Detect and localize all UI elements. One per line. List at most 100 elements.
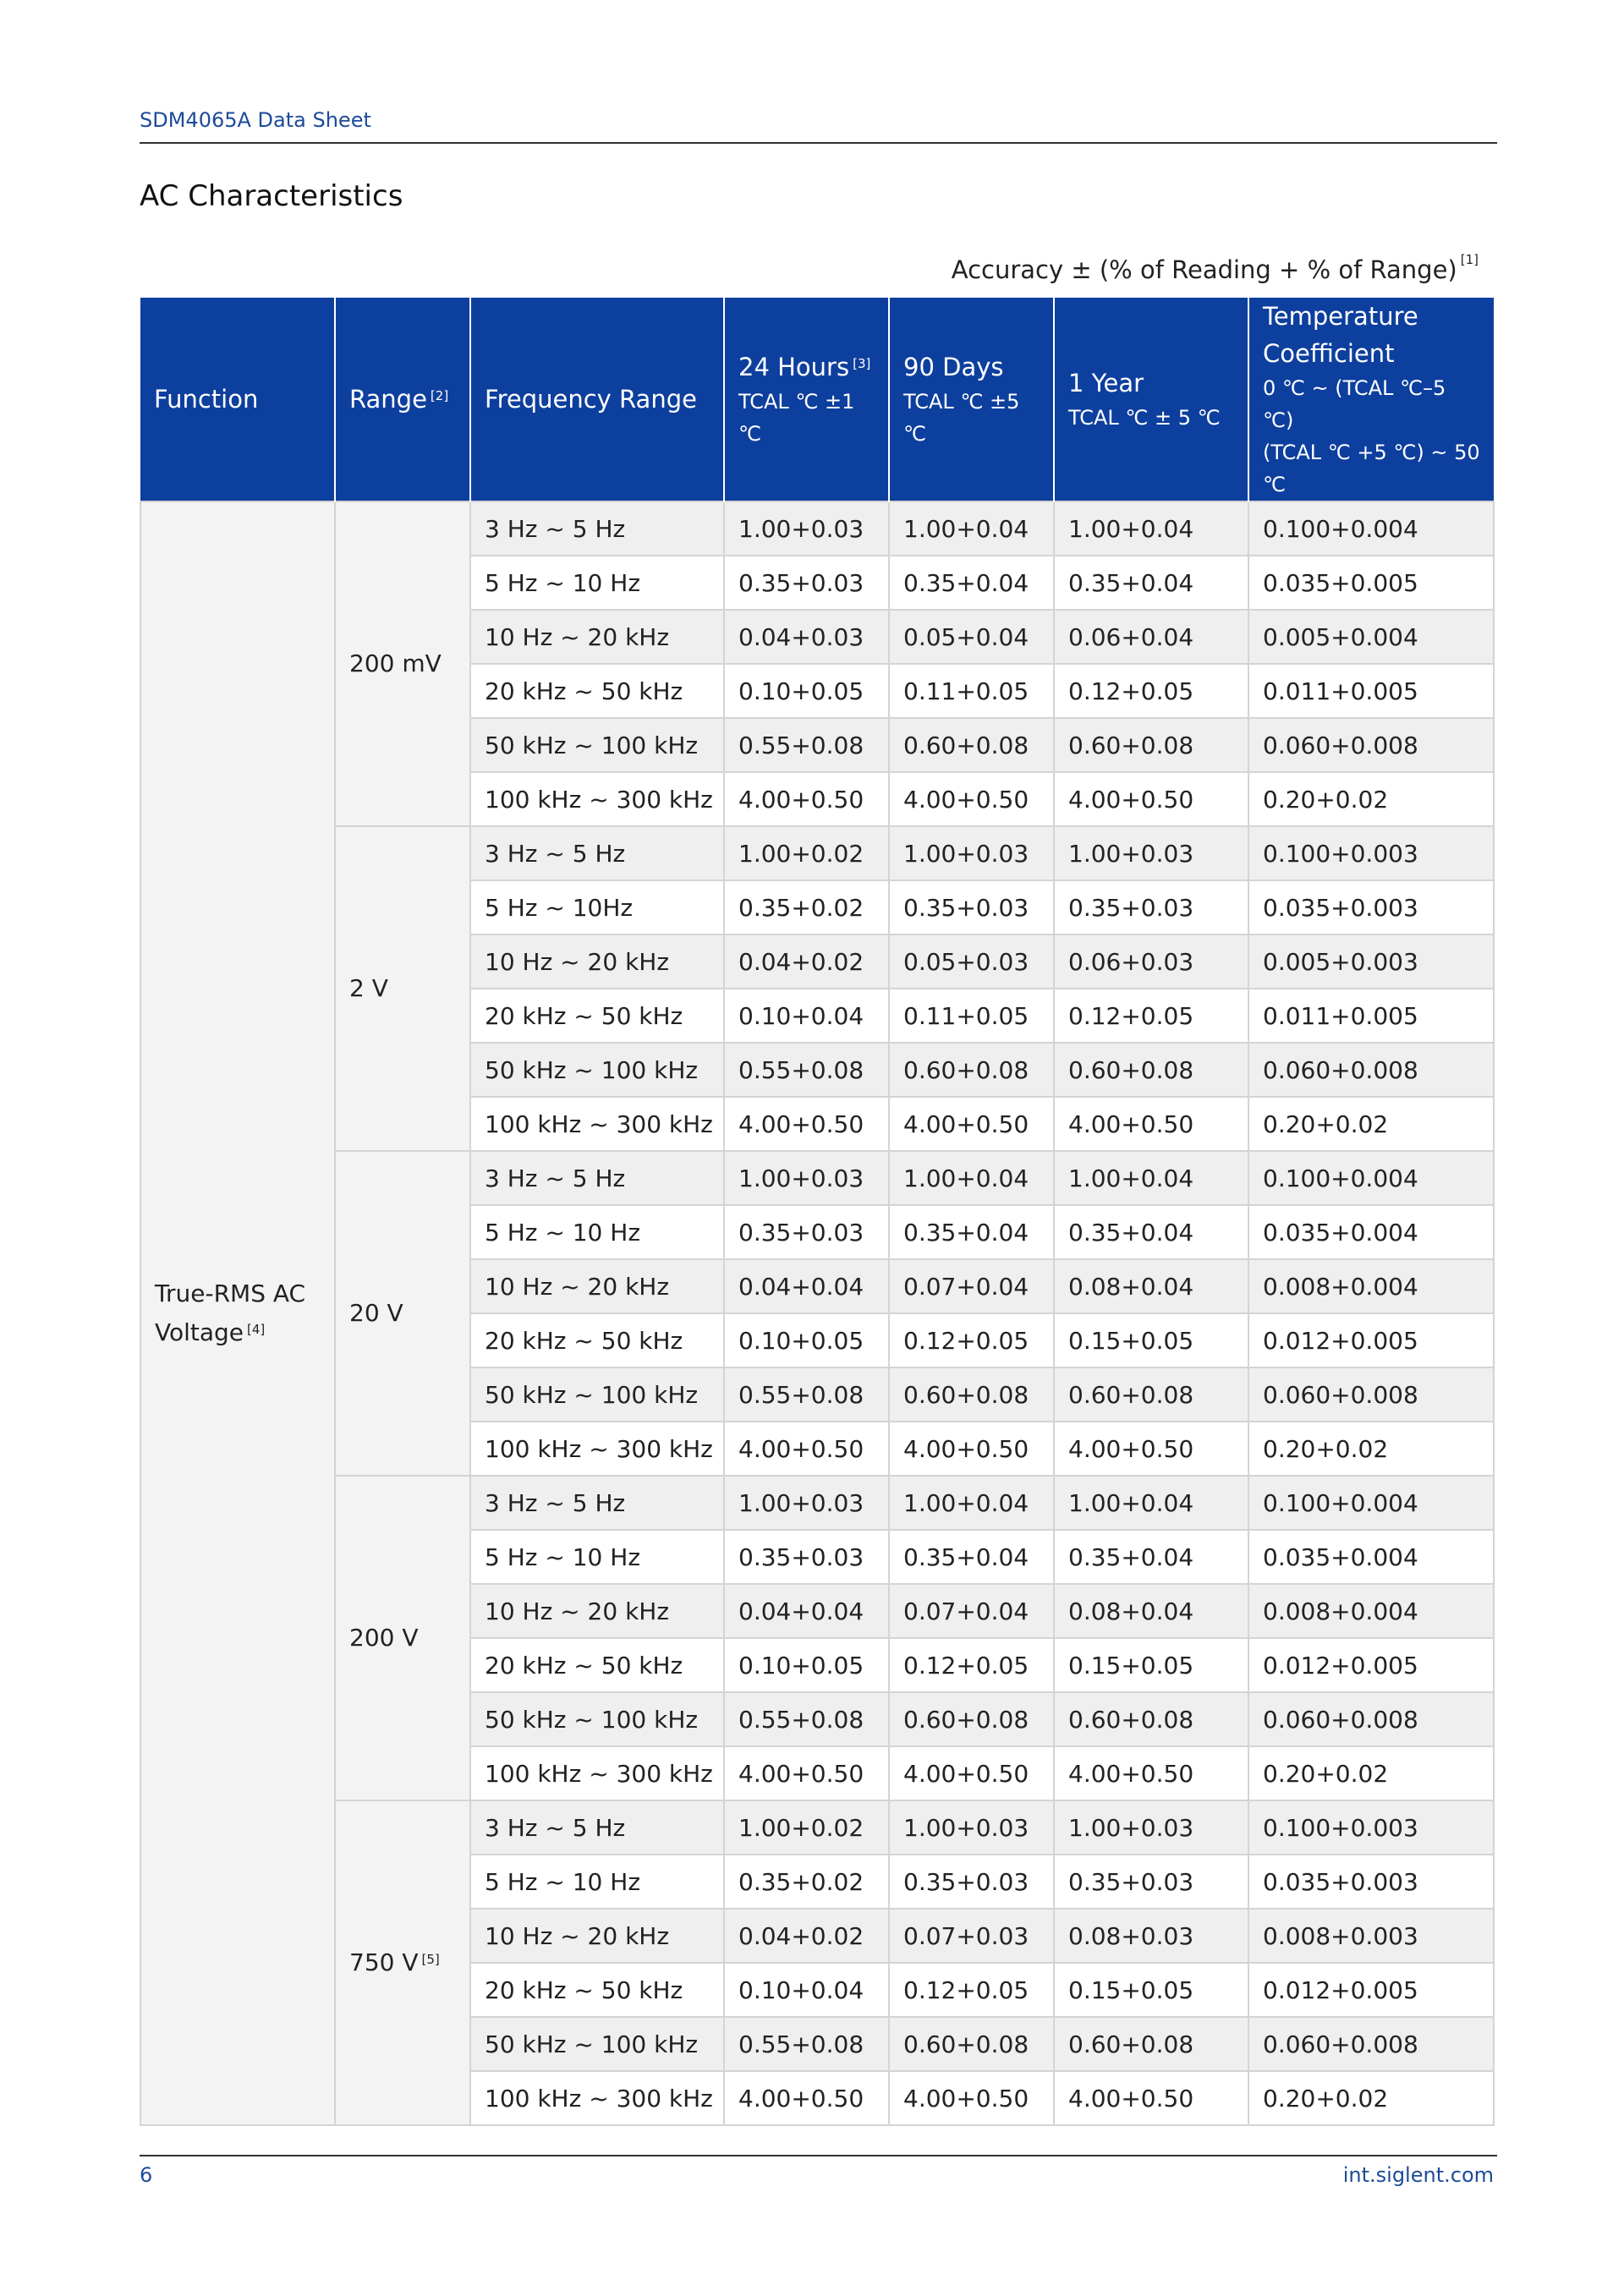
spec-cell: 0.35+0.03 (723, 1529, 890, 1585)
spec-cell: 0.035+0.005 (1248, 555, 1495, 611)
col-sub: TCAL ℃ ±1 ℃ (738, 390, 855, 446)
spec-cell: 0.55+0.08 (723, 717, 890, 773)
footnote-ref: [4] (247, 1322, 266, 1337)
frequency-cell: 100 kHz ~ 300 kHz (469, 2070, 725, 2126)
spec-cell: 1.00+0.03 (1053, 825, 1249, 881)
table-row: 50 kHz ~ 100 kHz 0.55+0.08 0.60+0.08 0.60+0… (140, 2016, 1495, 2072)
spec-cell: 0.005+0.003 (1248, 934, 1495, 989)
spec-cell: 0.55+0.08 (723, 1042, 890, 1098)
spec-cell: 0.011+0.005 (1248, 988, 1495, 1044)
spec-cell: 0.35+0.04 (888, 1529, 1055, 1585)
section-title: AC Characteristics (140, 179, 403, 213)
col-label: 1 Year (1068, 369, 1144, 397)
spec-cell: 0.10+0.04 (723, 988, 890, 1044)
spec-cell: 4.00+0.50 (1053, 1745, 1249, 1801)
spec-cell: 0.100+0.004 (1248, 1150, 1495, 1206)
spec-cell: 0.20+0.02 (1248, 2070, 1495, 2126)
frequency-cell: 100 kHz ~ 300 kHz (469, 1421, 725, 1477)
range-cell: 200 mV (334, 501, 471, 827)
spec-cell: 0.012+0.005 (1248, 1312, 1495, 1368)
table-row: 10 Hz ~ 20 kHz 0.04+0.02 0.07+0.03 0.08+0.0… (140, 1908, 1495, 1964)
spec-cell: 0.06+0.04 (1053, 609, 1249, 665)
spec-cell: 0.60+0.08 (1053, 1691, 1249, 1747)
spec-cell: 0.008+0.004 (1248, 1258, 1495, 1314)
footer-rule (140, 2155, 1497, 2156)
spec-cell: 4.00+0.50 (723, 1096, 890, 1152)
range-cell: 200 V (334, 1475, 471, 1801)
page-number: 6 (140, 2163, 153, 2187)
spec-cell: 0.35+0.03 (888, 879, 1055, 935)
table-row: 50 kHz ~ 100 kHz 0.55+0.08 0.60+0.08 0.60+0… (140, 1691, 1495, 1747)
frequency-cell: 5 Hz ~ 10 Hz (469, 1529, 725, 1585)
accuracy-text: Accuracy ± (% of Reading + % of Range) (951, 255, 1457, 284)
spec-cell: 0.12+0.05 (888, 1962, 1055, 2018)
spec-cell: 4.00+0.50 (888, 1096, 1055, 1152)
spec-cell: 0.60+0.08 (1053, 1367, 1249, 1422)
table-row: 10 Hz ~ 20 kHz 0.04+0.04 0.07+0.04 0.08+0.0… (140, 1583, 1495, 1639)
footnote-ref: [5] (421, 1952, 440, 1967)
range-label: 750 V (349, 1948, 419, 1976)
spec-cell: 0.60+0.08 (1053, 717, 1249, 773)
spec-cell: 0.011+0.005 (1248, 663, 1495, 719)
spec-cell: 0.11+0.05 (888, 988, 1055, 1044)
col-label: Temperature Coefficient (1263, 302, 1418, 368)
col-header: Frequency Range (469, 298, 724, 501)
frequency-cell: 3 Hz ~ 5 Hz (469, 1800, 725, 1855)
spec-cell: 0.07+0.03 (888, 1908, 1055, 1964)
spec-cell: 0.008+0.004 (1248, 1583, 1495, 1639)
spec-cell: 0.10+0.04 (723, 1962, 890, 2018)
spec-cell: 0.100+0.003 (1248, 825, 1495, 881)
spec-cell: 0.60+0.08 (888, 2016, 1055, 2072)
frequency-cell: 20 kHz ~ 50 kHz (469, 1312, 725, 1368)
spec-cell: 0.35+0.02 (723, 1854, 890, 1910)
spec-cell: 0.10+0.05 (723, 1637, 890, 1693)
footnote-ref: [3] (853, 356, 871, 371)
col-sub: TCAL ℃ ± 5 ℃ (1068, 406, 1221, 430)
spec-cell: 0.20+0.02 (1248, 771, 1495, 827)
frequency-cell: 3 Hz ~ 5 Hz (469, 501, 725, 556)
table-row: 100 kHz ~ 300 kHz 4.00+0.50 4.00+0.50 4.00+… (140, 2070, 1495, 2126)
spec-cell: 0.12+0.05 (1053, 988, 1249, 1044)
spec-cell: 0.20+0.02 (1248, 1421, 1495, 1477)
spec-cell: 0.35+0.04 (888, 1204, 1055, 1260)
frequency-cell: 10 Hz ~ 20 kHz (469, 609, 725, 665)
col-header: Function (140, 298, 335, 501)
table-row: 20 kHz ~ 50 kHz 0.10+0.04 0.11+0.05 0.12+0.… (140, 988, 1495, 1044)
table-row: True-RMS AC Voltage [4] 200 mV 3 Hz ~ 5 Hz 1… (140, 501, 1495, 2126)
spec-cell: 0.35+0.03 (888, 1854, 1055, 1910)
spec-cell: 4.00+0.50 (1053, 1096, 1249, 1152)
frequency-cell: 3 Hz ~ 5 Hz (469, 825, 725, 881)
col-label: 24 Hours (738, 353, 850, 381)
col-label: 90 Days (903, 353, 1004, 381)
spec-cell: 0.60+0.08 (1053, 2016, 1249, 2072)
spec-cell: 1.00+0.03 (723, 1150, 890, 1206)
table-row: 20 kHz ~ 50 kHz 0.10+0.05 0.11+0.05 0.12+0.… (140, 663, 1495, 719)
table-row: 50 kHz ~ 100 kHz 0.55+0.08 0.60+0.08 0.60+0… (140, 1042, 1495, 1098)
spec-cell: 0.60+0.08 (888, 1042, 1055, 1098)
spec-cell: 0.35+0.02 (723, 879, 890, 935)
spec-cell: 0.04+0.04 (723, 1258, 890, 1314)
range-cell: 750 V [5] (334, 1800, 471, 2126)
col-label: Range (349, 385, 427, 414)
spec-cell: 1.00+0.03 (723, 1475, 890, 1531)
table-row: 750 V [5] 3 Hz ~ 5 Hz 1.00+0.02 1.00+0.03 1.0… (140, 1800, 1495, 2126)
spec-cell: 0.060+0.008 (1248, 1367, 1495, 1422)
spec-cell: 0.15+0.05 (1053, 1312, 1249, 1368)
table-row: 5 Hz ~ 10 Hz 0.35+0.03 0.35+0.04 0.35+0.04 0… (140, 1204, 1495, 1260)
table-row: 5 Hz ~ 10 Hz 0.35+0.02 0.35+0.03 0.35+0.03 0… (140, 1854, 1495, 1910)
frequency-cell: 50 kHz ~ 100 kHz (469, 2016, 725, 2072)
frequency-cell: 50 kHz ~ 100 kHz (469, 717, 725, 773)
col-header: Range [2] (334, 298, 470, 501)
spec-cell: 0.60+0.08 (1053, 1042, 1249, 1098)
spec-cell: 0.60+0.08 (888, 1367, 1055, 1422)
frequency-cell: 100 kHz ~ 300 kHz (469, 1745, 725, 1801)
spec-cell: 0.12+0.05 (1053, 663, 1249, 719)
spec-cell: 0.035+0.003 (1248, 879, 1495, 935)
spec-cell: 4.00+0.50 (888, 2070, 1055, 2126)
spec-cell: 4.00+0.50 (723, 1421, 890, 1477)
range-label: 2 V (349, 974, 388, 1002)
frequency-cell: 20 kHz ~ 50 kHz (469, 1637, 725, 1693)
spec-cell: 0.060+0.008 (1248, 2016, 1495, 2072)
